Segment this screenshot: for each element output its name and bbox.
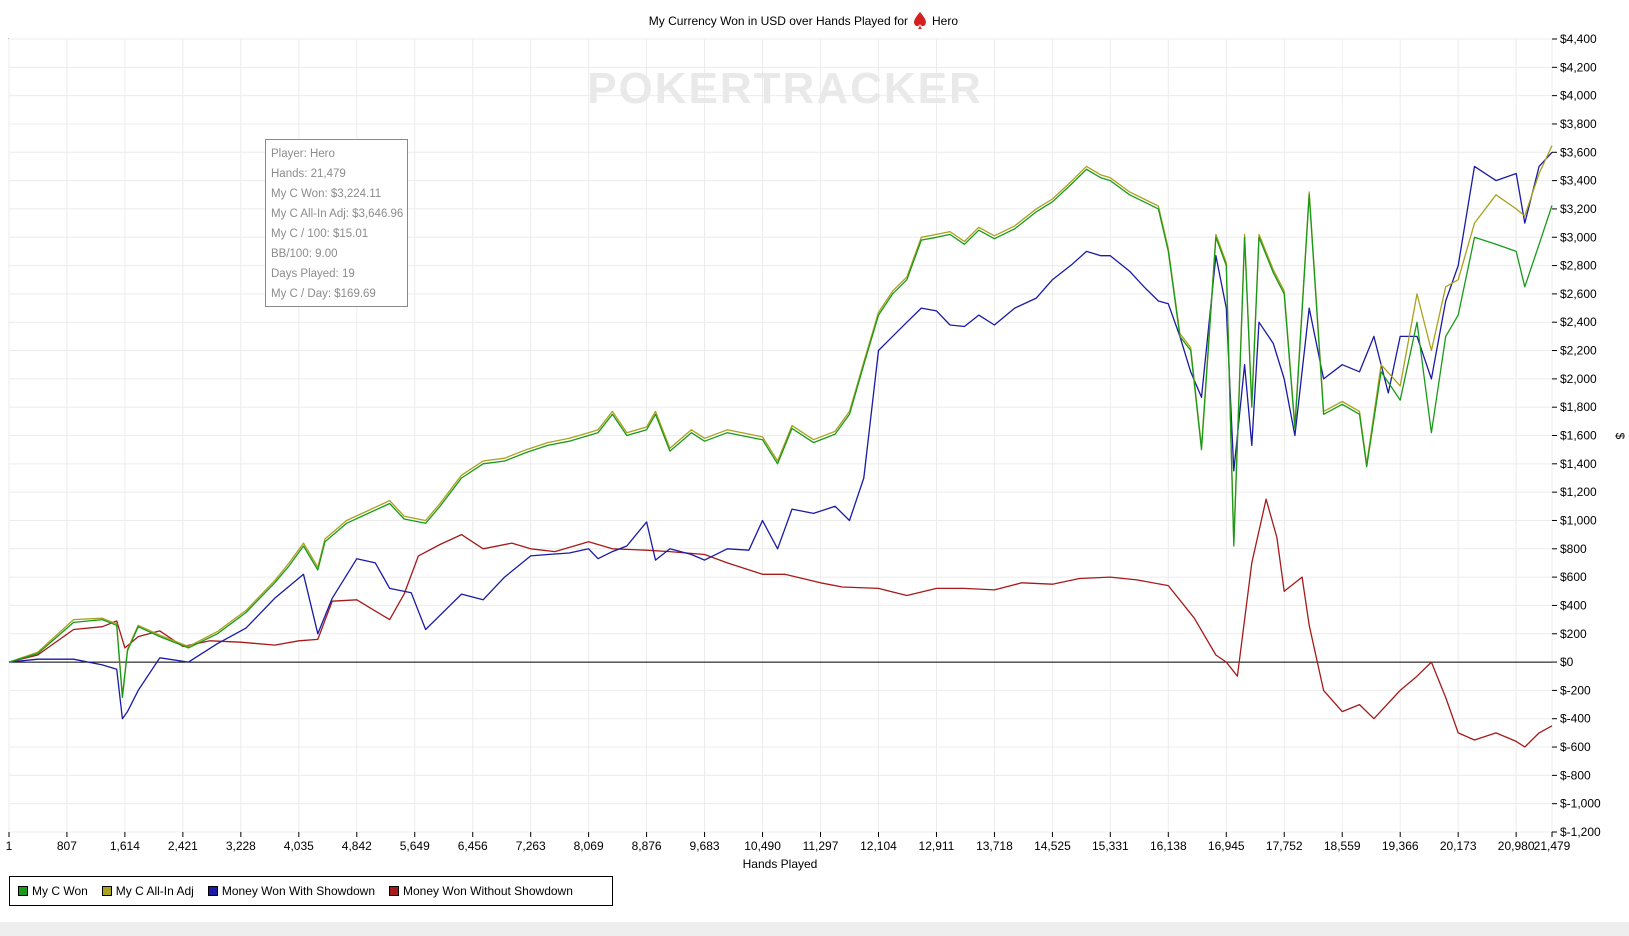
y-tick-label: $400 <box>1560 598 1587 612</box>
y-axis: $4,400 $4,200 $4,000 $3,800 $3,600 $3,400 $3,2… <box>1552 32 1601 839</box>
x-tick-label: 11,297 <box>803 839 839 853</box>
legend-label: My C Won <box>32 884 88 898</box>
x-tick-label: 16,138 <box>1150 839 1187 853</box>
y-tick-label: $1,800 <box>1560 400 1597 414</box>
legend-swatch <box>389 886 400 896</box>
x-tick-label: 13,718 <box>976 839 1013 853</box>
y-tick-label: $-200 <box>1560 683 1591 697</box>
legend-label: My C All-In Adj <box>115 884 194 898</box>
x-tick-label: 2,421 <box>168 839 198 853</box>
x-tick-label: 1 <box>6 839 13 853</box>
legend-label: Money Won Without Showdown <box>403 884 573 898</box>
x-tick-label: 4,035 <box>284 839 314 853</box>
y-tick-label: $-800 <box>1560 768 1591 782</box>
x-tick-label: 14,525 <box>1034 839 1071 853</box>
y-tick-label: $200 <box>1560 627 1587 641</box>
legend-swatch <box>18 886 28 896</box>
y-tick-label: $2,800 <box>1560 259 1597 273</box>
x-tick-label: 19,366 <box>1382 839 1419 853</box>
y-tick-label: $3,000 <box>1560 230 1597 244</box>
tooltip-per100: My C / 100: $15.01 <box>271 228 369 240</box>
y-tick-label: $-1,000 <box>1560 797 1601 811</box>
x-tick-label: 12,104 <box>860 839 897 853</box>
legend-item-showdown[interactable]: Money Won With Showdown <box>207 884 376 898</box>
x-tick-label: 7,263 <box>516 839 546 853</box>
y-tick-label: $3,600 <box>1560 145 1597 159</box>
x-tick-label: 16,945 <box>1208 839 1245 853</box>
x-tick-label: 21,479 <box>1534 839 1571 853</box>
y-tick-label: $4,200 <box>1560 60 1597 74</box>
x-axis-label: Hands Played <box>743 857 818 871</box>
x-axis: 1 807 1,614 2,421 3,228 4,035 4,842 5,649 6,456 7… <box>6 832 1571 853</box>
legend-item-my-c-won[interactable]: My C Won <box>18 884 88 898</box>
x-tick-label: 5,649 <box>400 839 430 853</box>
tooltip-perday: My C / Day: $169.69 <box>271 288 376 300</box>
y-tick-label: $3,800 <box>1560 117 1597 131</box>
x-tick-label: 15,331 <box>1092 839 1129 853</box>
x-tick-label: 9,683 <box>690 839 720 853</box>
x-tick-label: 20,980 <box>1498 839 1535 853</box>
legend-item-all-in-adj[interactable]: My C All-In Adj <box>101 884 194 898</box>
y-tick-label: $1,400 <box>1560 457 1597 471</box>
legend: My C Won My C All-In Adj Money Won With … <box>9 876 613 906</box>
tooltip-days: Days Played: 19 <box>271 268 355 280</box>
x-tick-label: 8,876 <box>632 839 662 853</box>
legend-swatch <box>101 886 112 896</box>
y-tick-label: $4,400 <box>1560 32 1597 46</box>
x-tick-label: 10,490 <box>744 839 781 853</box>
tooltip-hands: Hands: 21,479 <box>271 168 346 180</box>
x-tick-label: 17,752 <box>1266 839 1303 853</box>
y-tick-label: $2,400 <box>1560 315 1597 329</box>
series-line-2 <box>8 151 1553 720</box>
x-tick-label: 8,069 <box>574 839 604 853</box>
series-line-0 <box>8 168 1553 699</box>
tooltip-won: My C Won: $3,224.11 <box>271 188 382 200</box>
y-tick-label: $4,000 <box>1560 89 1597 103</box>
legend-swatch <box>207 886 218 896</box>
y-tick-label: $-600 <box>1560 740 1591 754</box>
y-tick-label: $2,000 <box>1560 372 1597 386</box>
x-tick-label: 6,456 <box>458 839 488 853</box>
watermark: POKERTRACKER <box>587 64 983 113</box>
chart-title-player: Hero <box>932 14 958 28</box>
y-tick-label: $1,200 <box>1560 485 1597 499</box>
x-tick-label: 3,228 <box>226 839 256 853</box>
y-tick-label: $600 <box>1560 570 1587 584</box>
x-tick-label: 18,559 <box>1324 839 1361 853</box>
tooltip-bb100: BB/100: 9.00 <box>271 248 338 260</box>
y-tick-label: $800 <box>1560 542 1587 556</box>
y-tick-label: $0 <box>1560 655 1574 669</box>
status-strip <box>0 922 1629 936</box>
y-tick-label: $2,600 <box>1560 287 1597 301</box>
stats-tooltip: Player: Hero Hands: 21,479 My C Won: $3,… <box>265 139 408 307</box>
y-tick-label: $1,600 <box>1560 429 1597 443</box>
legend-label: Money Won With Showdown <box>221 884 376 898</box>
x-tick-label: 4,842 <box>342 839 372 853</box>
y-tick-label: $2,200 <box>1560 344 1597 358</box>
chart-title: My Currency Won in USD over Hands Played… <box>649 14 908 28</box>
y-tick-label: $3,400 <box>1560 174 1597 188</box>
series-line-3 <box>8 498 1553 748</box>
y-tick-label: $3,200 <box>1560 202 1597 216</box>
y-tick-label: $-1,200 <box>1560 825 1601 839</box>
tooltip-player: Player: Hero <box>271 148 335 160</box>
x-tick-label: 1,614 <box>110 839 140 853</box>
y-tick-label: $-400 <box>1560 712 1591 726</box>
spade-suit-icon <box>914 12 926 29</box>
legend-item-non-showdown[interactable]: Money Won Without Showdown <box>389 884 573 898</box>
tooltip-allin: My C All-In Adj: $3,646.96 <box>271 208 404 220</box>
y-tick-label: $1,000 <box>1560 513 1597 527</box>
series-layer <box>8 145 1553 748</box>
x-tick-label: 20,173 <box>1440 839 1477 853</box>
y-axis-label: $ <box>1613 433 1627 440</box>
x-tick-label: 12,911 <box>919 839 955 853</box>
x-tick-label: 807 <box>57 839 77 853</box>
